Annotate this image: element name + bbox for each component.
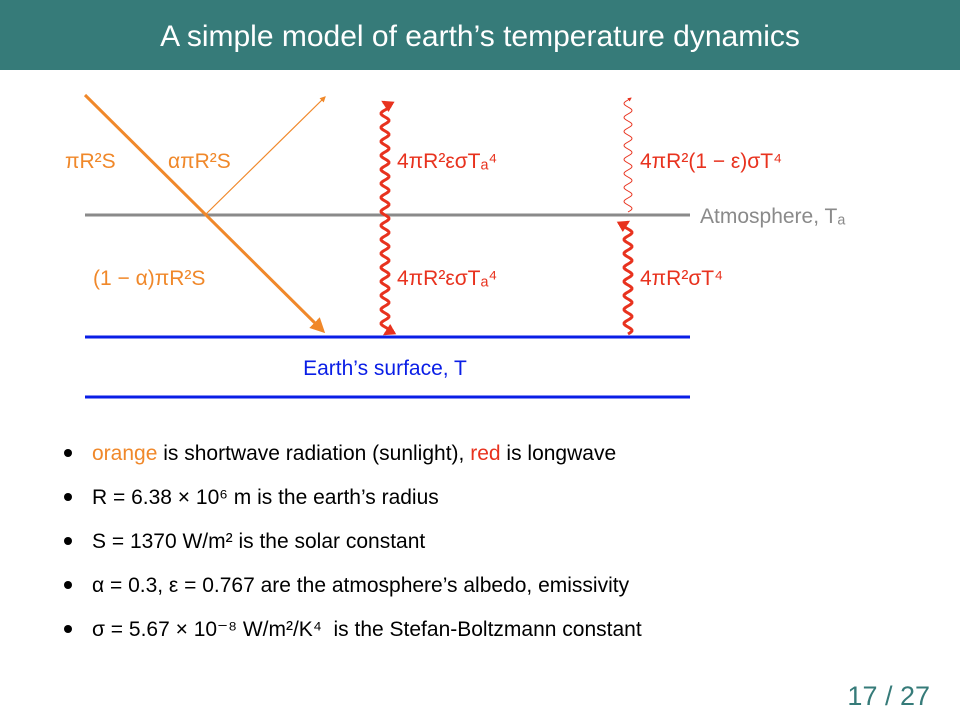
bullet-list: orange is shortwave radiation (sunlight)…: [64, 442, 642, 641]
bullet-part: red: [470, 442, 500, 465]
bullet-text: α = 0.3, ε = 0.767 are the atmosphere’s …: [92, 574, 630, 597]
bullet-part: S = 1370 W/m² is the solar constant: [92, 530, 425, 553]
bullet-text: R = 6.38 × 10⁶ m is the earth’s radius: [92, 486, 439, 509]
incoming-arrow: [83, 93, 326, 334]
longwave-arrow: [379, 100, 397, 336]
longwave-arrow: [623, 97, 633, 213]
bullet-text: orange is shortwave radiation (sunlight)…: [92, 442, 616, 465]
sw-label: (1 − α)πR²S: [93, 267, 205, 290]
bullet-part: orange: [92, 442, 157, 465]
sw-label: απR²S: [168, 150, 231, 173]
bullet-text: S = 1370 W/m² is the solar constant: [92, 530, 425, 553]
bullet-part: α = 0.3, ε = 0.767 are the atmosphere’s …: [92, 574, 630, 597]
bullet-part: σ = 5.67 × 10⁻⁸ W/m²/K⁴ is the Stefan-Bo…: [92, 618, 642, 641]
surface-label: Earth’s surface, T: [303, 357, 467, 380]
bullet-part: is longwave: [501, 442, 617, 465]
longwave-arrow: [616, 220, 634, 336]
page-number: 17 / 27: [847, 681, 930, 711]
slide-title: A simple model of earth’s temperature dy…: [160, 20, 800, 53]
bullet-dot: [64, 625, 72, 633]
header-bar: [0, 0, 960, 70]
sw-label: πR²S: [65, 150, 116, 173]
lw-label: 4πR²(1 − ε)σT⁴: [640, 150, 782, 173]
bullet-text: σ = 5.67 × 10⁻⁸ W/m²/K⁴ is the Stefan-Bo…: [92, 618, 642, 641]
lw-label: 4πR²εσTₐ⁴: [397, 267, 497, 290]
lw-label: 4πR²σT⁴: [640, 267, 723, 290]
bullet-part: R = 6.38 × 10⁶ m is the earth’s radius: [92, 486, 439, 509]
bullet-dot: [64, 449, 72, 457]
bullet-dot: [64, 493, 72, 501]
bullet-dot: [64, 581, 72, 589]
lw-label: 4πR²εσTₐ⁴: [397, 150, 497, 173]
reflected-arrow: [204, 96, 326, 216]
bullet-dot: [64, 537, 72, 545]
atmosphere-label: Atmosphere, Tₐ: [700, 205, 845, 228]
bullet-part: is shortwave radiation (sunlight),: [157, 442, 470, 465]
longwave-arrows: [379, 97, 634, 336]
